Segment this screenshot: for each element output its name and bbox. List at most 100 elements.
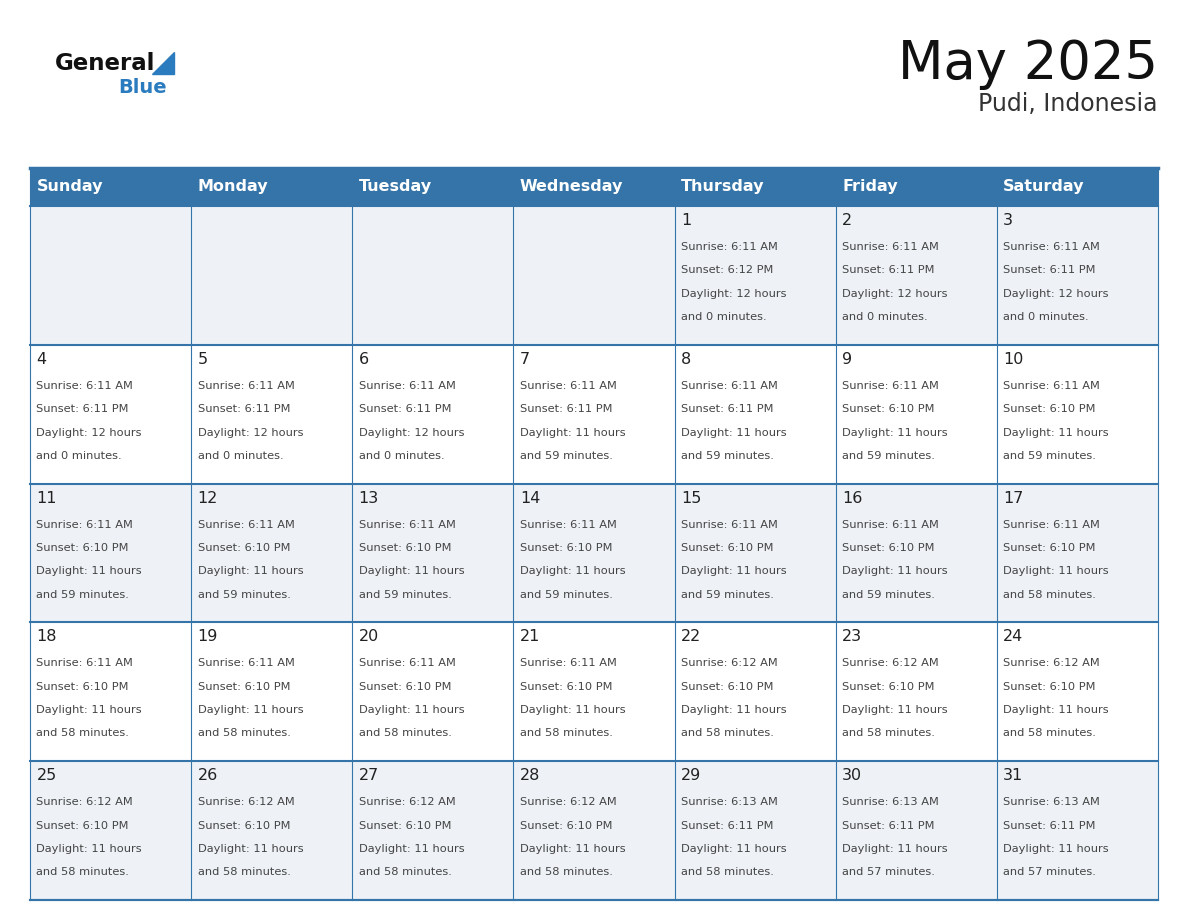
Polygon shape [152,52,173,74]
Text: Tuesday: Tuesday [359,180,432,195]
Text: Sunset: 6:11 PM: Sunset: 6:11 PM [1004,265,1095,275]
Text: and 58 minutes.: and 58 minutes. [520,868,613,878]
Text: Sunday: Sunday [37,180,103,195]
Text: Monday: Monday [197,180,268,195]
Text: Daylight: 11 hours: Daylight: 11 hours [520,566,626,577]
Text: Sunset: 6:10 PM: Sunset: 6:10 PM [359,821,451,831]
Text: Sunset: 6:10 PM: Sunset: 6:10 PM [842,543,935,553]
Text: Daylight: 11 hours: Daylight: 11 hours [681,705,786,715]
Text: and 58 minutes.: and 58 minutes. [520,729,613,738]
Text: Daylight: 11 hours: Daylight: 11 hours [842,844,948,854]
Text: 22: 22 [681,630,701,644]
Text: and 59 minutes.: and 59 minutes. [681,589,773,599]
Text: Sunrise: 6:11 AM: Sunrise: 6:11 AM [359,381,456,391]
Text: Daylight: 11 hours: Daylight: 11 hours [1004,705,1108,715]
Text: Sunset: 6:10 PM: Sunset: 6:10 PM [359,543,451,553]
Text: Sunrise: 6:11 AM: Sunrise: 6:11 AM [681,242,778,252]
Text: Pudi, Indonesia: Pudi, Indonesia [979,92,1158,116]
Bar [997,484,1158,622]
Text: Sunset: 6:11 PM: Sunset: 6:11 PM [37,404,129,414]
Text: Daylight: 12 hours: Daylight: 12 hours [681,289,786,298]
Text: Daylight: 11 hours: Daylight: 11 hours [37,566,143,577]
Text: Daylight: 11 hours: Daylight: 11 hours [197,844,303,854]
Text: and 58 minutes.: and 58 minutes. [197,868,290,878]
Text: 14: 14 [520,490,541,506]
Bar [997,761,1158,900]
Text: Sunrise: 6:11 AM: Sunrise: 6:11 AM [1004,381,1100,391]
Bar [30,622,191,761]
Text: Daylight: 11 hours: Daylight: 11 hours [359,566,465,577]
Text: 25: 25 [37,768,57,783]
Text: Sunrise: 6:11 AM: Sunrise: 6:11 AM [1004,242,1100,252]
Text: 17: 17 [1004,490,1024,506]
Text: Daylight: 12 hours: Daylight: 12 hours [37,428,141,438]
Bar [513,206,675,345]
Text: Sunrise: 6:11 AM: Sunrise: 6:11 AM [37,658,133,668]
Text: 6: 6 [359,352,368,367]
Text: and 58 minutes.: and 58 minutes. [197,729,290,738]
Bar [30,168,1158,206]
Text: Sunset: 6:10 PM: Sunset: 6:10 PM [842,404,935,414]
Text: and 57 minutes.: and 57 minutes. [1004,868,1097,878]
Text: Sunrise: 6:11 AM: Sunrise: 6:11 AM [197,381,295,391]
Text: 8: 8 [681,352,691,367]
Text: and 59 minutes.: and 59 minutes. [520,589,613,599]
Bar [675,345,835,484]
Text: and 0 minutes.: and 0 minutes. [37,451,122,461]
Text: Sunrise: 6:11 AM: Sunrise: 6:11 AM [37,520,133,530]
Text: 13: 13 [359,490,379,506]
Text: and 59 minutes.: and 59 minutes. [520,451,613,461]
Text: 27: 27 [359,768,379,783]
Text: and 57 minutes.: and 57 minutes. [842,868,935,878]
Bar [353,761,513,900]
Text: 26: 26 [197,768,217,783]
Text: Sunrise: 6:11 AM: Sunrise: 6:11 AM [359,520,456,530]
Bar [191,622,353,761]
Text: Daylight: 11 hours: Daylight: 11 hours [197,705,303,715]
Text: and 58 minutes.: and 58 minutes. [37,729,129,738]
Bar [191,206,353,345]
Bar [835,484,997,622]
Text: and 59 minutes.: and 59 minutes. [37,589,129,599]
Bar [191,484,353,622]
Text: Sunrise: 6:12 AM: Sunrise: 6:12 AM [1004,658,1100,668]
Text: and 58 minutes.: and 58 minutes. [681,729,773,738]
Bar [30,761,191,900]
Text: 3: 3 [1004,213,1013,228]
Text: 7: 7 [520,352,530,367]
Text: Sunset: 6:10 PM: Sunset: 6:10 PM [681,543,773,553]
Text: Daylight: 12 hours: Daylight: 12 hours [359,428,465,438]
Text: Wednesday: Wednesday [520,180,624,195]
Text: Sunset: 6:11 PM: Sunset: 6:11 PM [681,821,773,831]
Text: Sunset: 6:11 PM: Sunset: 6:11 PM [197,404,290,414]
Bar [191,345,353,484]
Text: and 59 minutes.: and 59 minutes. [197,589,290,599]
Text: and 0 minutes.: and 0 minutes. [197,451,283,461]
Text: Sunrise: 6:11 AM: Sunrise: 6:11 AM [520,520,617,530]
Text: and 58 minutes.: and 58 minutes. [1004,589,1097,599]
Text: Daylight: 11 hours: Daylight: 11 hours [842,428,948,438]
Bar [513,484,675,622]
Bar [997,345,1158,484]
Text: Sunrise: 6:13 AM: Sunrise: 6:13 AM [681,798,778,807]
Text: 11: 11 [37,490,57,506]
Text: Sunset: 6:10 PM: Sunset: 6:10 PM [197,543,290,553]
Text: Sunrise: 6:11 AM: Sunrise: 6:11 AM [197,658,295,668]
Text: 1: 1 [681,213,691,228]
Text: 19: 19 [197,630,217,644]
Text: Daylight: 11 hours: Daylight: 11 hours [520,428,626,438]
Text: Sunset: 6:11 PM: Sunset: 6:11 PM [681,404,773,414]
Text: 29: 29 [681,768,701,783]
Text: and 59 minutes.: and 59 minutes. [842,451,935,461]
Text: and 58 minutes.: and 58 minutes. [842,729,935,738]
Text: Sunrise: 6:13 AM: Sunrise: 6:13 AM [842,798,939,807]
Text: Daylight: 11 hours: Daylight: 11 hours [37,844,143,854]
Bar [835,206,997,345]
Text: Sunset: 6:10 PM: Sunset: 6:10 PM [37,543,129,553]
Text: Saturday: Saturday [1004,180,1085,195]
Text: Daylight: 11 hours: Daylight: 11 hours [1004,428,1108,438]
Text: Sunset: 6:10 PM: Sunset: 6:10 PM [681,682,773,692]
Text: Friday: Friday [842,180,898,195]
Text: Sunrise: 6:11 AM: Sunrise: 6:11 AM [37,381,133,391]
Text: Daylight: 11 hours: Daylight: 11 hours [197,566,303,577]
